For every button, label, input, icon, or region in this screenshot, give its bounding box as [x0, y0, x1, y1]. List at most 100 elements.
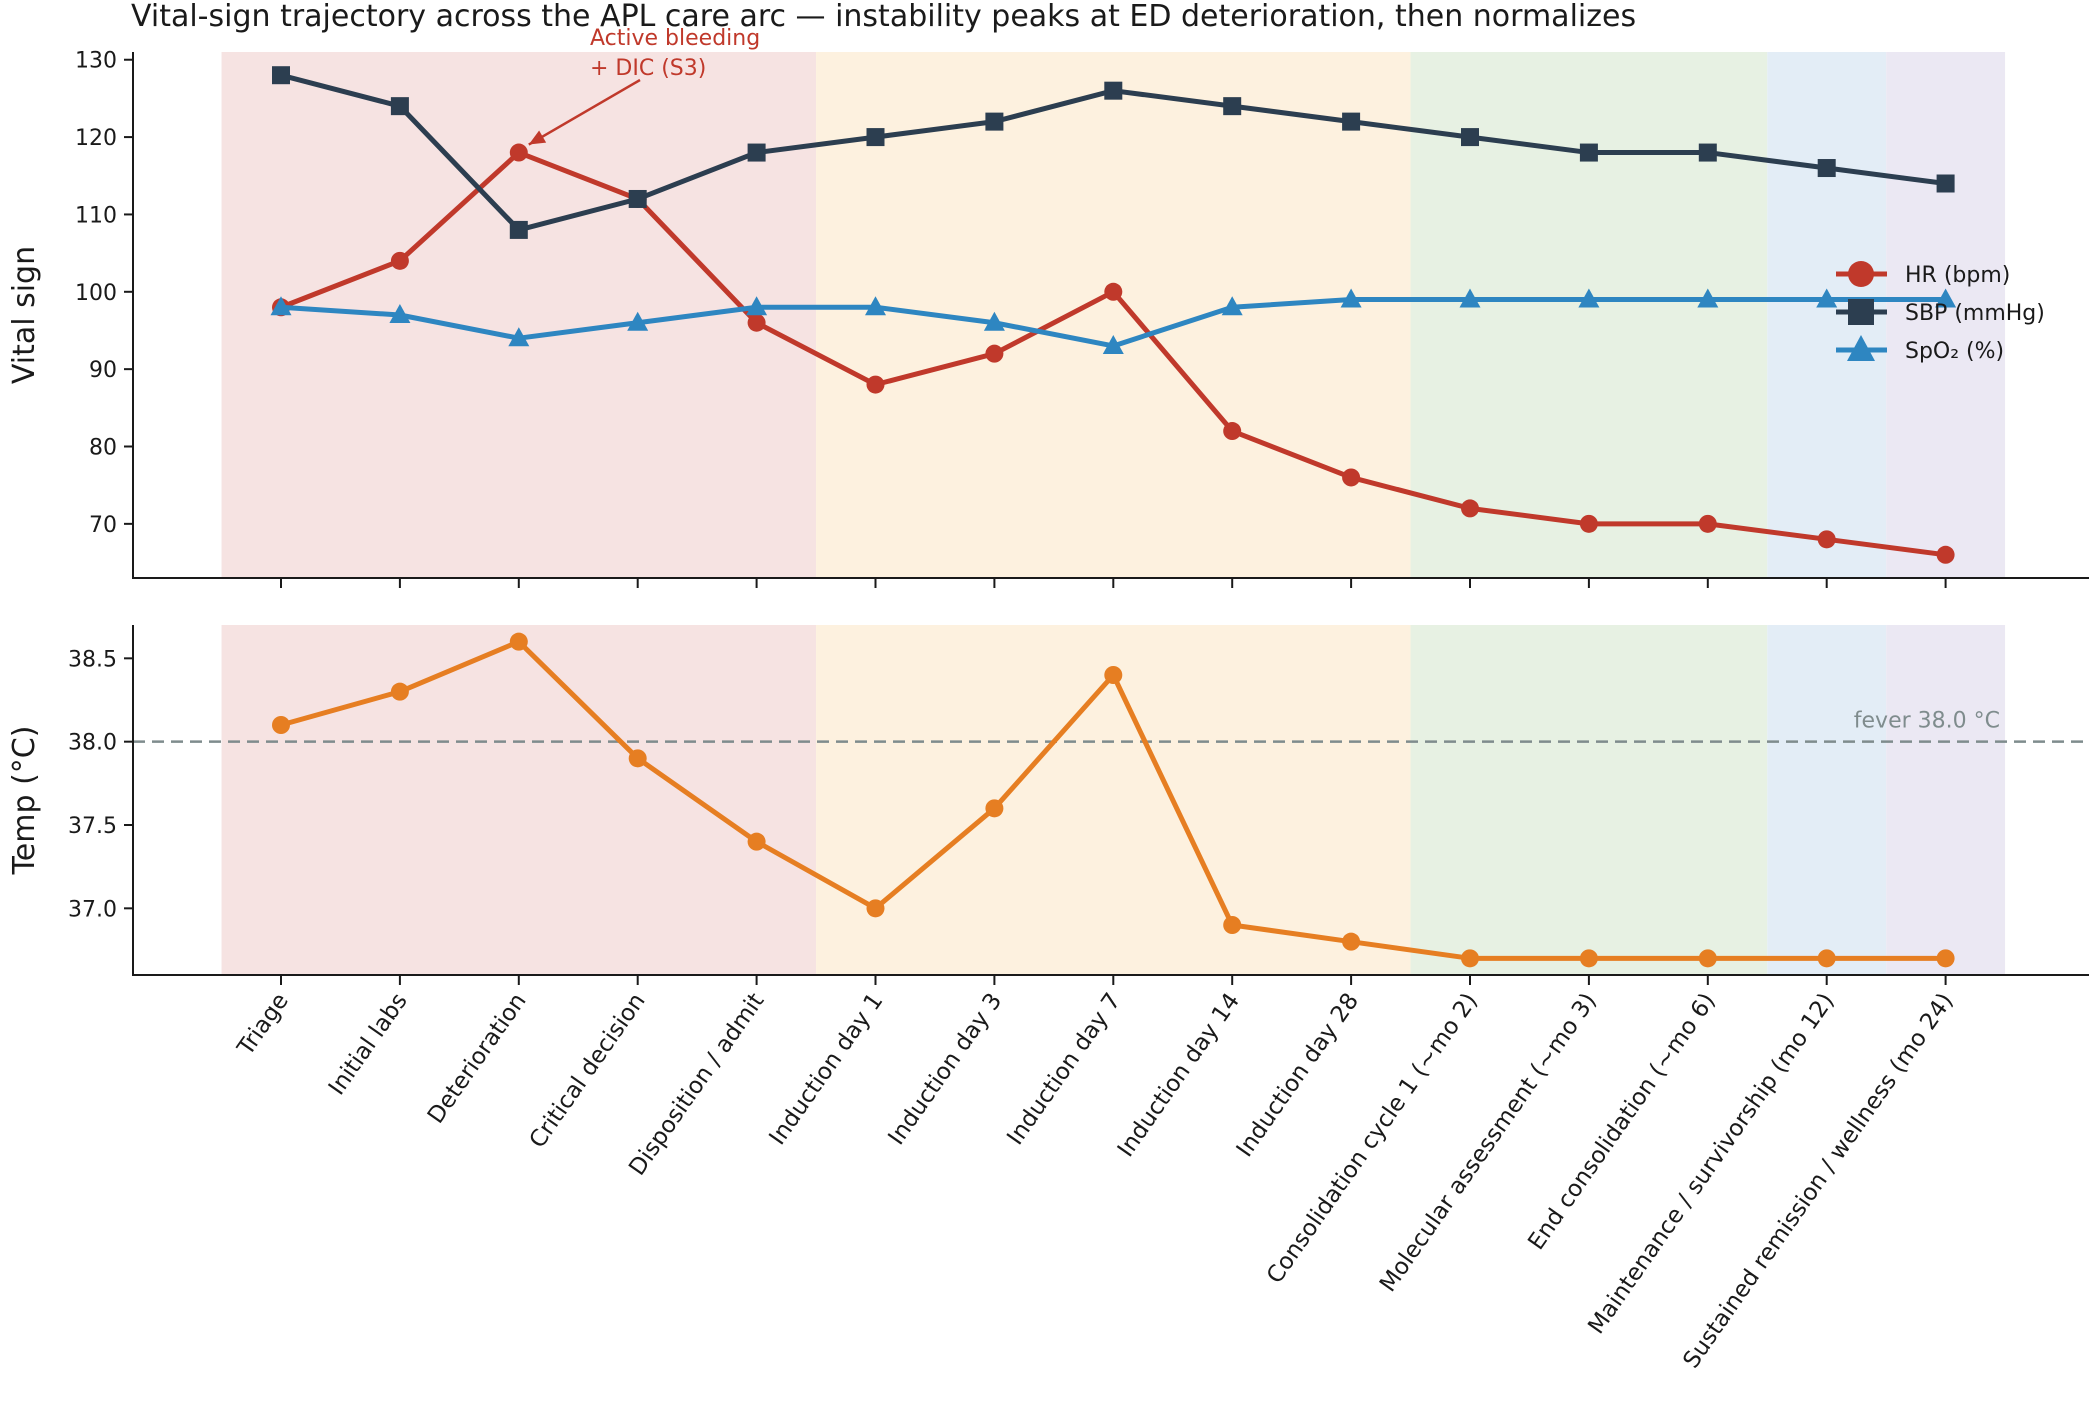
- x-category-label: Induction day 14: [1113, 989, 1245, 1162]
- x-category-label: Initial labs: [324, 989, 413, 1101]
- data-point: [985, 112, 1004, 131]
- data-point: [272, 716, 290, 734]
- legend-marker: [1848, 299, 1874, 325]
- phase-band: [1886, 625, 2006, 975]
- data-point: [866, 128, 885, 147]
- data-point: [747, 832, 766, 851]
- chart-title: Vital-sign trajectory across the APL car…: [131, 0, 1636, 34]
- fever-reference-label: fever 38.0 °C: [1854, 709, 2000, 734]
- data-point: [1461, 499, 1479, 518]
- x-category-label: Deterioration: [423, 989, 532, 1129]
- legend-marker: [1847, 335, 1875, 361]
- data-point: [746, 296, 768, 316]
- phase-band: [1410, 625, 1768, 975]
- phase-band: [1886, 52, 2006, 578]
- phase-band: [221, 52, 817, 578]
- legend-label: SBP (mmHg): [1905, 301, 2045, 326]
- x-category-label: Induction day 7: [1002, 989, 1126, 1150]
- data-point: [1461, 949, 1479, 968]
- data-point: [1817, 530, 1836, 549]
- legend-label: SpO₂ (%): [1905, 339, 2004, 364]
- data-point: [628, 189, 647, 208]
- x-category-label: Consolidation cycle 1 (~mo 2): [1262, 989, 1483, 1289]
- data-point: [1102, 334, 1124, 354]
- y-tick-label: 80: [89, 436, 117, 461]
- data-point: [628, 749, 647, 768]
- y-tick-label: 100: [75, 281, 117, 306]
- data-point: [1342, 932, 1361, 951]
- x-category-label: Induction day 28: [1232, 989, 1364, 1162]
- y-tick-label: 70: [89, 513, 117, 538]
- y-axis-label-1: Temp (°C): [7, 726, 42, 876]
- data-point: [1579, 514, 1598, 533]
- data-point: [1579, 143, 1598, 162]
- data-point: [1698, 514, 1717, 533]
- data-point: [389, 304, 411, 323]
- x-category-label: Induction day 1: [765, 989, 889, 1150]
- data-point: [1698, 949, 1717, 968]
- x-category-label: Maintenance / survivorship (mo 12): [1583, 989, 1839, 1339]
- phase-band: [816, 52, 1411, 578]
- data-point: [390, 682, 409, 701]
- data-point: [270, 296, 292, 316]
- x-category-label: Molecular assessment (~mo 3): [1375, 989, 1602, 1297]
- legend-label: HR (bpm): [1905, 263, 2010, 288]
- data-point: [1223, 422, 1242, 441]
- data-point: [1459, 288, 1481, 308]
- data-point: [1817, 949, 1836, 968]
- data-point: [1936, 174, 1955, 193]
- x-category-label: Sustained remission / wellness (mo 24): [1678, 989, 1958, 1374]
- data-point: [1340, 288, 1362, 308]
- y-axis-label-0: Vital sign: [7, 246, 42, 384]
- data-point: [1104, 81, 1123, 100]
- x-category-label: Induction day 3: [883, 989, 1007, 1150]
- annotation-text: Active bleeding: [590, 26, 760, 51]
- data-point: [747, 313, 766, 332]
- data-point: [1697, 288, 1719, 308]
- data-point: [1223, 97, 1242, 116]
- x-category-label: Disposition / admit: [624, 989, 769, 1181]
- data-point: [1936, 545, 1955, 564]
- x-category-label: Critical decision: [525, 989, 651, 1153]
- data-point: [1698, 143, 1717, 162]
- y-tick-label: 90: [89, 358, 117, 383]
- data-point: [1104, 666, 1123, 684]
- data-point: [1935, 288, 1957, 308]
- data-point: [627, 311, 649, 331]
- data-point: [1104, 282, 1123, 301]
- data-point: [390, 97, 409, 116]
- y-tick-label: 130: [75, 49, 117, 74]
- legend-marker: [1848, 261, 1874, 287]
- x-category-label: Triage: [232, 989, 294, 1062]
- phase-band: [1767, 625, 1887, 975]
- data-point: [865, 296, 886, 316]
- data-point: [983, 311, 1005, 331]
- phase-band: [221, 625, 817, 975]
- data-point: [390, 251, 409, 270]
- data-point: [1342, 112, 1361, 131]
- annotation-arrow: [528, 78, 641, 146]
- y-tick-label: 38.5: [68, 647, 117, 672]
- y-tick-label: 37.0: [68, 897, 117, 922]
- data-point: [1936, 949, 1955, 968]
- data-point: [985, 344, 1004, 363]
- data-point: [509, 632, 528, 651]
- data-point: [985, 799, 1004, 818]
- data-point: [866, 375, 885, 394]
- data-point: [508, 327, 530, 347]
- data-point: [1342, 468, 1361, 487]
- annotation-arrowhead: [528, 130, 547, 145]
- data-point: [1816, 288, 1838, 308]
- data-point: [1578, 288, 1600, 308]
- data-point: [509, 220, 528, 239]
- data-point: [509, 143, 528, 162]
- data-point: [866, 899, 885, 918]
- annotation-text: + DIC (S3): [590, 56, 706, 81]
- data-point: [1579, 949, 1598, 968]
- data-point: [1221, 296, 1243, 316]
- data-point: [272, 66, 290, 85]
- data-point: [1461, 128, 1479, 147]
- data-point: [1223, 916, 1242, 934]
